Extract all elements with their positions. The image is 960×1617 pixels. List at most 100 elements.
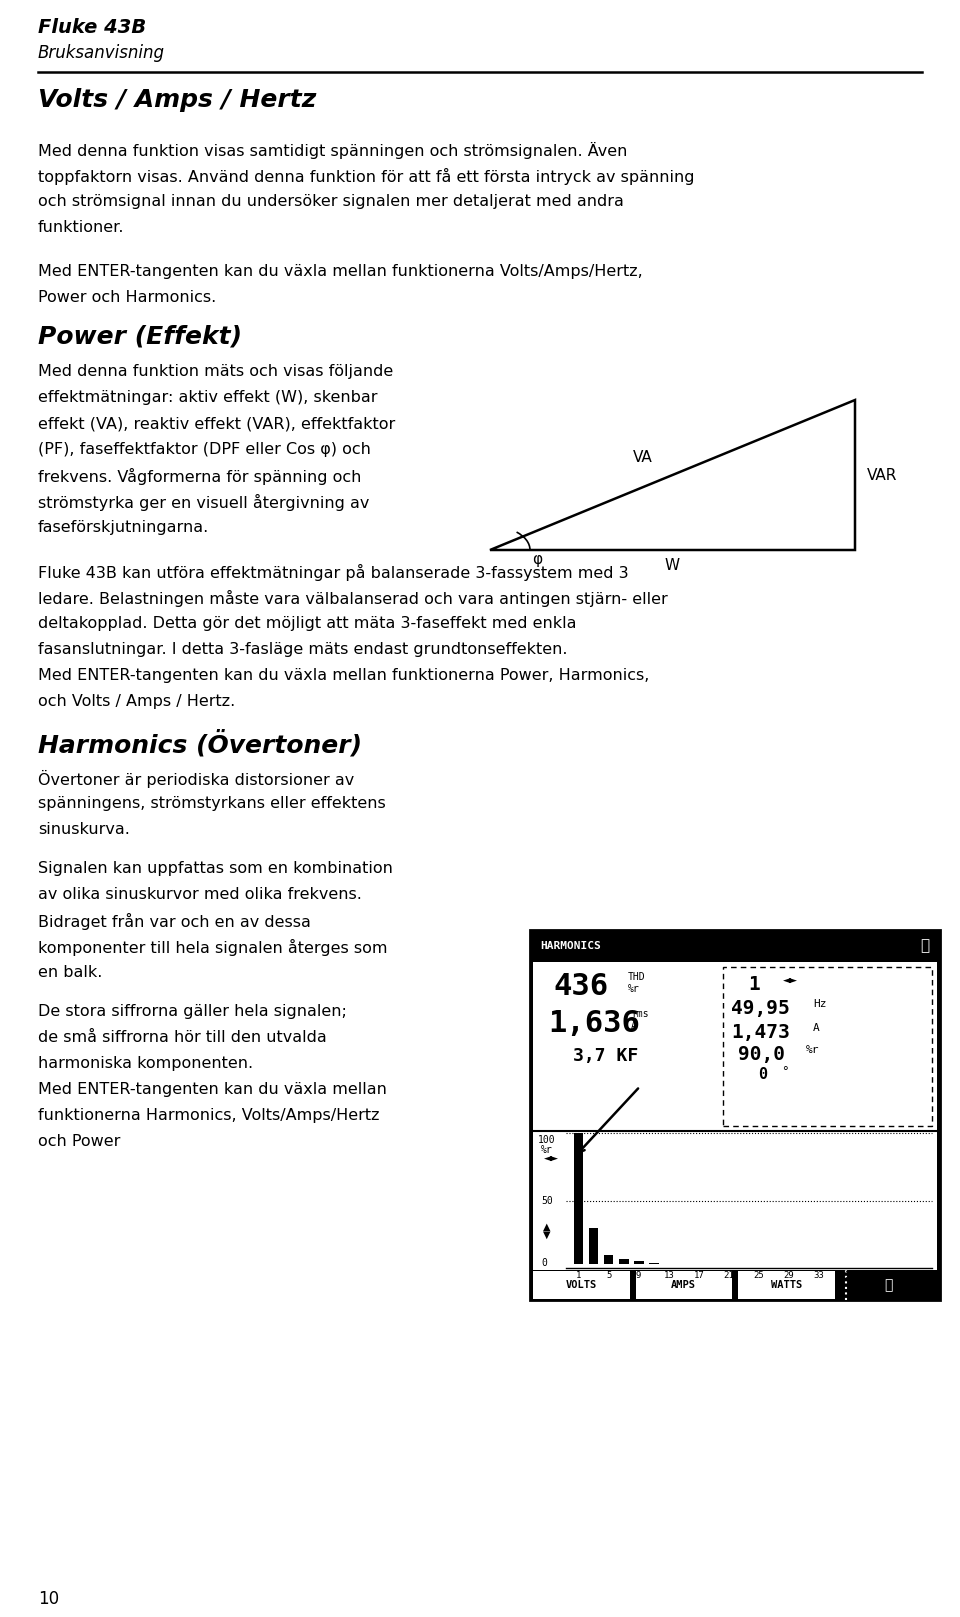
Text: funktioner.: funktioner. [38, 220, 125, 234]
Text: effektmätningar: aktiv effekt (W), skenbar: effektmätningar: aktiv effekt (W), skenb… [38, 390, 377, 406]
Bar [533, 1271, 630, 1298]
Text: strömstyrka ger en visuell återgivning av: strömstyrka ger en visuell återgivning a… [38, 495, 370, 511]
Text: 33: 33 [814, 1271, 825, 1281]
Text: %r: %r [806, 1045, 820, 1054]
Text: °: ° [781, 1066, 788, 1079]
Text: 90,0: 90,0 [738, 1045, 785, 1064]
Bar [619, 1258, 629, 1268]
Bar [604, 1255, 613, 1268]
Bar [530, 930, 940, 1300]
Text: deltakopplad. Detta gör det möjligt att mäta 3-faseffekt med enkla: deltakopplad. Detta gör det möjligt att … [38, 616, 577, 631]
Text: 1,636: 1,636 [548, 1009, 640, 1038]
Text: 41: 41 [874, 1271, 885, 1281]
Text: ledare. Belastningen måste vara välbalanserad och vara antingen stjärn- eller: ledare. Belastningen måste vara välbalan… [38, 590, 668, 608]
Text: 0: 0 [541, 1258, 547, 1268]
Text: Fluke 43B kan utföra effektmätningar på balanserade 3-fassystem med 3: Fluke 43B kan utföra effektmätningar på … [38, 564, 629, 581]
Text: de små siffrorna hör till den utvalda: de små siffrorna hör till den utvalda [38, 1030, 326, 1045]
Text: 1: 1 [748, 975, 759, 994]
Text: Power (Effekt): Power (Effekt) [38, 323, 242, 348]
Text: 45: 45 [904, 1271, 915, 1281]
Text: 100: 100 [538, 1135, 556, 1145]
Bar [664, 1264, 674, 1268]
Text: harmoniska komponenten.: harmoniska komponenten. [38, 1056, 253, 1070]
Text: fasanslutningar. I detta 3-fasläge mäts endast grundtonseffekten.: fasanslutningar. I detta 3-fasläge mäts … [38, 642, 567, 657]
Text: Med denna funktion visas samtidigt spänningen och strömsignalen. Även: Med denna funktion visas samtidigt spänn… [38, 142, 628, 158]
Text: 3,7 KF: 3,7 KF [573, 1046, 638, 1066]
Text: Power och Harmonics.: Power och Harmonics. [38, 289, 216, 306]
Text: 10: 10 [38, 1590, 60, 1607]
Bar [588, 1227, 598, 1268]
Text: Signalen kan uppfattas som en kombination: Signalen kan uppfattas som en kombinatio… [38, 862, 393, 876]
Text: spänningens, strömstyrkans eller effektens: spänningens, strömstyrkans eller effekte… [38, 796, 386, 812]
Text: ◄►: ◄► [783, 975, 798, 988]
Text: Harmonics (Övertoner): Harmonics (Övertoner) [38, 731, 362, 758]
Text: ⎕: ⎕ [884, 1277, 893, 1292]
Text: ⭧: ⭧ [921, 938, 929, 954]
Text: Volts / Amps / Hertz: Volts / Amps / Hertz [38, 87, 316, 112]
Bar [530, 1269, 940, 1300]
Text: funktionerna Harmonics, Volts/Amps/Hertz: funktionerna Harmonics, Volts/Amps/Hertz [38, 1108, 379, 1124]
Text: VA: VA [633, 450, 653, 466]
Bar [679, 1264, 688, 1268]
Text: 1: 1 [576, 1271, 581, 1281]
Text: effekt (VA), reaktiv effekt (VAR), effektfaktor: effekt (VA), reaktiv effekt (VAR), effek… [38, 416, 396, 432]
Text: Med denna funktion mäts och visas följande: Med denna funktion mäts och visas följan… [38, 364, 394, 380]
Bar [634, 1261, 643, 1268]
Text: WATTS: WATTS [771, 1281, 802, 1290]
Bar [649, 1263, 659, 1268]
Text: 21: 21 [724, 1271, 734, 1281]
Text: 13: 13 [663, 1271, 674, 1281]
Text: och Volts / Amps / Hertz.: och Volts / Amps / Hertz. [38, 694, 235, 710]
Text: komponenter till hela signalen återges som: komponenter till hela signalen återges s… [38, 939, 388, 956]
Text: Hz: Hz [813, 999, 827, 1009]
Text: frekvens. Vågformerna för spänning och: frekvens. Vågformerna för spänning och [38, 469, 361, 485]
Text: HARMONICS: HARMONICS [540, 941, 601, 951]
Text: en balk.: en balk. [38, 965, 103, 980]
Text: 436: 436 [553, 972, 608, 1001]
Text: A: A [813, 1024, 820, 1033]
Text: AMPS: AMPS [671, 1281, 696, 1290]
Text: W: W [665, 558, 680, 572]
Text: 5: 5 [606, 1271, 612, 1281]
Text: 50: 50 [541, 1195, 553, 1206]
Text: och strömsignal innan du undersöker signalen mer detaljerat med andra: och strömsignal innan du undersöker sign… [38, 194, 624, 209]
Bar [694, 1266, 704, 1268]
Text: De stora siffrorna gäller hela signalen;: De stora siffrorna gäller hela signalen; [38, 1004, 347, 1019]
Text: av olika sinuskurvor med olika frekvens.: av olika sinuskurvor med olika frekvens. [38, 888, 362, 902]
Bar [738, 1271, 834, 1298]
Text: ▲
▼: ▲ ▼ [543, 1221, 551, 1240]
Text: faseförskjutningarna.: faseförskjutningarna. [38, 521, 209, 535]
Text: Med ENTER-tangenten kan du växla mellan funktionerna Volts/Amps/Hertz,: Med ENTER-tangenten kan du växla mellan … [38, 264, 643, 280]
Bar [723, 967, 932, 1127]
Text: Bruksanvisning: Bruksanvisning [38, 44, 165, 61]
Bar [636, 1271, 732, 1298]
Bar [709, 1266, 719, 1268]
Text: 37: 37 [844, 1271, 854, 1281]
Text: 49,95: 49,95 [731, 999, 790, 1019]
Text: Med ENTER-tangenten kan du växla mellan funktionerna Power, Harmonics,: Med ENTER-tangenten kan du växla mellan … [38, 668, 649, 684]
Text: och Power: och Power [38, 1134, 120, 1150]
Text: 0: 0 [758, 1067, 767, 1082]
Text: 1,473: 1,473 [731, 1024, 790, 1041]
Bar [533, 962, 937, 1269]
Text: %r: %r [541, 1145, 553, 1156]
Text: ◄►: ◄► [543, 1153, 559, 1166]
Text: Bidraget från var och en av dessa: Bidraget från var och en av dessa [38, 914, 311, 930]
Text: sinuskurva.: sinuskurva. [38, 821, 130, 838]
Text: rms
A: rms A [631, 1009, 649, 1030]
Bar [574, 1134, 584, 1268]
Text: φ: φ [532, 551, 542, 568]
Text: (PF), faseffektfaktor (DPF eller Cos φ) och: (PF), faseffektfaktor (DPF eller Cos φ) … [38, 441, 371, 458]
Text: 17: 17 [693, 1271, 705, 1281]
Bar [533, 1264, 937, 1273]
Text: VAR: VAR [867, 467, 898, 482]
Text: VOLTS: VOLTS [565, 1281, 597, 1290]
Text: 9: 9 [636, 1271, 641, 1281]
Text: 25: 25 [754, 1271, 764, 1281]
Text: Övertoner är periodiska distorsioner av: Övertoner är periodiska distorsioner av [38, 770, 354, 787]
Text: THD
%r: THD %r [628, 972, 646, 993]
Text: Fluke 43B: Fluke 43B [38, 18, 146, 37]
Text: toppfaktorn visas. Använd denna funktion för att få ett första intryck av spänni: toppfaktorn visas. Använd denna funktion… [38, 168, 694, 184]
Text: 29: 29 [783, 1271, 795, 1281]
Text: Med ENTER-tangenten kan du växla mellan: Med ENTER-tangenten kan du växla mellan [38, 1082, 387, 1098]
